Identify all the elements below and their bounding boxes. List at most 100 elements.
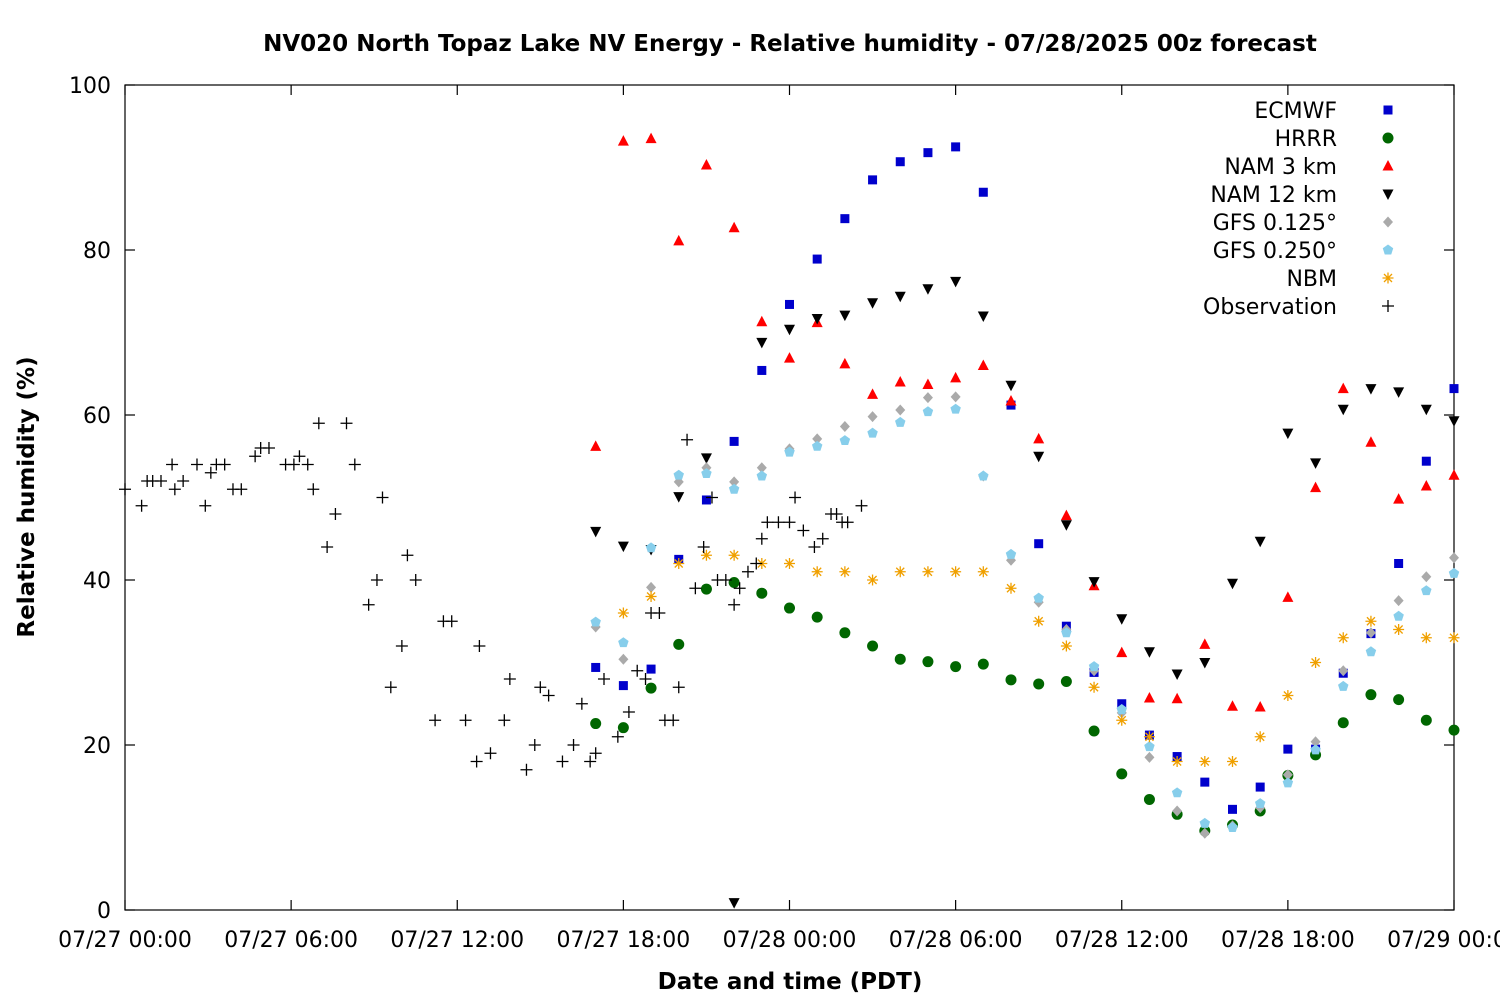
data-point-gfs-0-125 bbox=[1449, 552, 1459, 564]
data-point-nam-3-km bbox=[1033, 432, 1045, 444]
data-point-observation bbox=[362, 598, 375, 611]
data-point-observation bbox=[301, 458, 314, 471]
legend-marker-hrrr bbox=[1382, 132, 1394, 144]
data-point-observation bbox=[597, 673, 610, 685]
x-tick-label: 07/28 06:00 bbox=[889, 928, 1023, 953]
data-point-nam-12-km bbox=[617, 541, 629, 553]
data-point-observation bbox=[409, 574, 422, 586]
data-point-ecmwf bbox=[895, 157, 905, 167]
data-point-ecmwf bbox=[785, 299, 794, 309]
data-point-ecmwf bbox=[757, 365, 767, 375]
data-point-nam-12-km bbox=[811, 313, 823, 325]
data-point-gfs-0-250 bbox=[895, 416, 906, 427]
legend-marker-nam-3-km bbox=[1382, 160, 1394, 171]
y-axis-label: Relative humidity (%) bbox=[14, 356, 40, 637]
data-point-nbm bbox=[811, 566, 823, 578]
data-point-nam-3-km bbox=[977, 359, 989, 370]
data-point-nbm bbox=[894, 566, 906, 578]
data-point-observation bbox=[697, 541, 710, 553]
data-point-nbm bbox=[1365, 615, 1377, 627]
data-point-observation bbox=[681, 433, 694, 446]
data-point-gfs-0-250 bbox=[784, 446, 795, 457]
x-tick-label: 07/28 00:00 bbox=[723, 928, 857, 953]
data-point-nam-3-km bbox=[1199, 638, 1211, 649]
data-point-hrrr bbox=[756, 587, 768, 599]
data-point-nbm bbox=[867, 574, 879, 586]
data-point-observation bbox=[719, 574, 732, 586]
data-point-observation bbox=[135, 499, 148, 512]
data-point-observation bbox=[733, 582, 746, 595]
data-point-ecmwf bbox=[923, 148, 933, 158]
data-point-gfs-0-125 bbox=[618, 653, 629, 665]
data-point-observation bbox=[249, 450, 262, 463]
data-point-observation bbox=[321, 541, 334, 553]
data-point-gfs-0-250 bbox=[1310, 744, 1321, 755]
data-point-nam-12-km bbox=[700, 453, 712, 464]
data-point-gfs-0-125 bbox=[950, 391, 961, 403]
data-point-nbm bbox=[700, 549, 712, 561]
data-point-hrrr bbox=[867, 640, 879, 652]
data-point-gfs-0-250 bbox=[950, 403, 961, 414]
data-point-gfs-0-125 bbox=[895, 404, 906, 416]
legend-label-gfs-0-250: GFS 0.250° bbox=[1213, 239, 1337, 264]
data-point-hrrr bbox=[1393, 694, 1405, 706]
data-point-nam-12-km bbox=[867, 298, 879, 309]
data-point-hrrr bbox=[728, 576, 740, 588]
data-point-observation bbox=[761, 516, 774, 529]
data-point-gfs-0-125 bbox=[1310, 736, 1321, 748]
data-point-observation bbox=[750, 557, 763, 570]
data-point-observation bbox=[498, 714, 511, 727]
data-point-nam-12-km bbox=[977, 311, 989, 322]
data-point-nam-3-km bbox=[673, 234, 685, 246]
x-tick-label: 07/27 06:00 bbox=[224, 928, 358, 953]
data-point-nam-3-km bbox=[1448, 469, 1460, 480]
data-point-gfs-0-250 bbox=[756, 470, 768, 481]
data-point-nam-3-km bbox=[1310, 481, 1322, 493]
data-point-nam-12-km bbox=[894, 291, 906, 303]
data-point-observation bbox=[584, 755, 597, 768]
data-point-observation bbox=[556, 755, 569, 768]
data-point-nam-3-km bbox=[1420, 479, 1432, 491]
data-point-nbm bbox=[673, 558, 685, 569]
data-point-nam-3-km bbox=[839, 357, 851, 369]
data-point-nam-12-km bbox=[1116, 614, 1128, 625]
data-points bbox=[119, 132, 1460, 909]
data-point-ecmwf bbox=[1034, 539, 1044, 549]
data-point-observation bbox=[262, 442, 275, 454]
y-tick-label: 0 bbox=[97, 899, 111, 924]
data-point-observation bbox=[672, 681, 685, 694]
data-point-nam-12-km bbox=[590, 526, 602, 538]
data-point-observation bbox=[542, 689, 555, 702]
data-point-observation bbox=[575, 697, 588, 710]
x-axis-label: Date and time (PDT) bbox=[658, 969, 923, 995]
data-point-nam-3-km bbox=[590, 440, 602, 451]
data-point-nam-12-km bbox=[1254, 536, 1266, 548]
data-point-nam-12-km bbox=[784, 324, 795, 336]
legend: ECMWF HRRR NAM 3 km NAM 12 km GFS 0.125° GFS … bbox=[1203, 99, 1394, 320]
data-point-gfs-0-125 bbox=[867, 411, 878, 423]
data-point-observation bbox=[631, 664, 644, 677]
data-point-nam-12-km bbox=[1143, 647, 1155, 658]
chart-title: NV020 North Topaz Lake NV Energy - Relat… bbox=[263, 31, 1317, 57]
data-point-nam-3-km bbox=[728, 221, 740, 233]
data-point-nam-12-km bbox=[950, 276, 962, 288]
data-point-observation bbox=[772, 516, 785, 529]
data-point-observation bbox=[855, 499, 868, 512]
legend-label-gfs-0-125: GFS 0.125° bbox=[1213, 211, 1337, 236]
data-point-observation bbox=[445, 615, 458, 628]
data-point-hrrr bbox=[894, 653, 906, 665]
data-point-gfs-0-125 bbox=[922, 392, 933, 404]
data-point-gfs-0-250 bbox=[590, 616, 601, 627]
data-point-nam-12-km bbox=[1060, 520, 1072, 531]
data-point-nam-3-km bbox=[756, 315, 768, 327]
data-point-gfs-0-250 bbox=[839, 435, 851, 446]
data-point-nam-3-km bbox=[922, 378, 934, 389]
legend-marker-nbm bbox=[1382, 272, 1394, 284]
data-point-ecmwf bbox=[868, 175, 878, 185]
data-point-hrrr bbox=[1337, 717, 1349, 729]
y-tick-label: 100 bbox=[69, 74, 111, 99]
data-point-observation bbox=[340, 417, 353, 430]
data-point-gfs-0-250 bbox=[1227, 822, 1238, 832]
data-point-ecmwf bbox=[951, 142, 961, 152]
